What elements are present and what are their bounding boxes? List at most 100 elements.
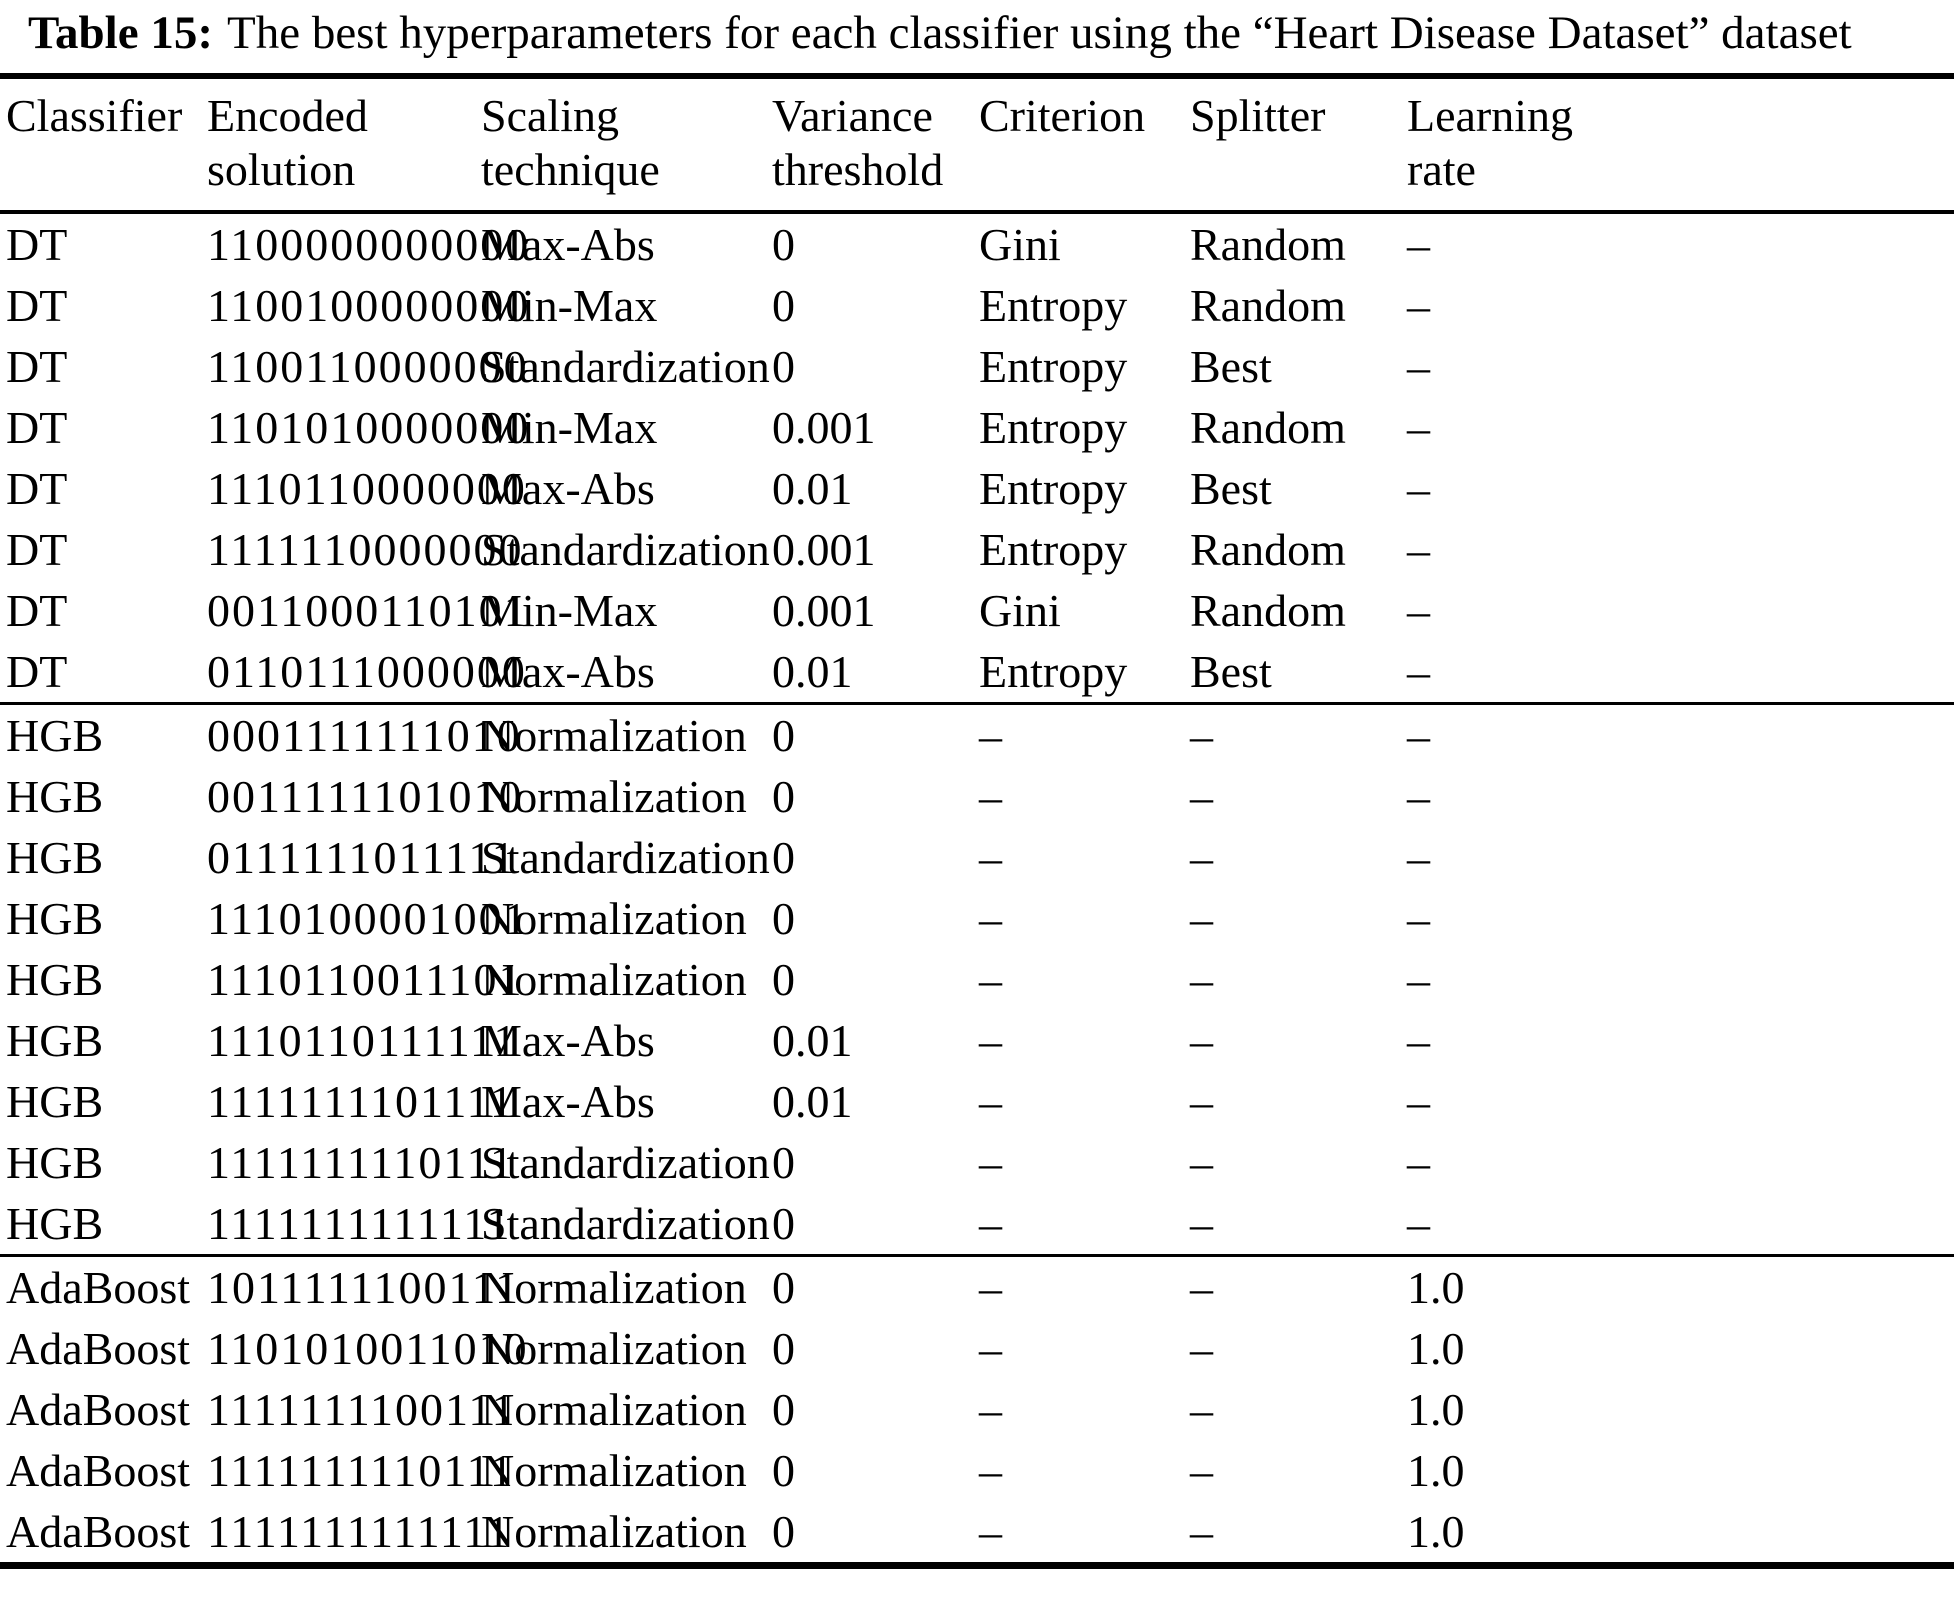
table-row: AdaBoost 1101010011010 Normalization 0 – – 1.0 <box>0 1318 1954 1379</box>
table-row: AdaBoost 1111111100111 Normalization 0 – – 1.0 <box>0 1379 1954 1440</box>
table-row: DT 1100100000000 Min-Max 0 Entropy Random – <box>0 275 1954 336</box>
cell-encoded-solution: 1111111110111 <box>207 1137 515 1189</box>
cell-learning-rate: – <box>1407 893 1430 945</box>
cell-classifier: HGB <box>6 1137 104 1189</box>
header-criterion: Criterion <box>979 76 1190 215</box>
table-row: HGB 0111111011111 Standardization 0 – – – <box>0 827 1954 888</box>
cell-splitter: – <box>1190 1137 1213 1189</box>
cell-variance-threshold: 0 <box>772 1262 795 1314</box>
cell-variance-threshold: 0 <box>772 1198 795 1250</box>
table-row: DT 1111110000000 Standardization 0.001 Entro… <box>0 519 1954 580</box>
cell-classifier: DT <box>6 524 68 576</box>
cell-classifier: DT <box>6 341 68 393</box>
cell-criterion: – <box>979 1076 1002 1128</box>
cell-classifier: HGB <box>6 832 104 884</box>
cell-learning-rate: – <box>1407 1198 1430 1250</box>
cell-variance-threshold: 0 <box>772 1384 795 1436</box>
paper-table: Classifier Encoded solution Scaling tech… <box>0 73 1954 1570</box>
cell-learning-rate: 1.0 <box>1407 1262 1465 1314</box>
table-row: HGB 1110100001001 Normalization 0 – – – <box>0 888 1954 949</box>
cell-classifier: AdaBoost <box>6 1445 190 1497</box>
cell-variance-threshold: 0 <box>772 1506 795 1558</box>
header-learning-rate: Learning rate <box>1407 76 1954 215</box>
table-row: HGB 1110110111111 Max-Abs 0.01 – – – <box>0 1010 1954 1071</box>
cell-learning-rate: – <box>1407 341 1430 393</box>
cell-encoded-solution: 1011111100111 <box>207 1262 521 1314</box>
cell-variance-threshold: 0.01 <box>772 646 853 698</box>
cell-encoded-solution: 1101010011010 <box>207 1323 529 1375</box>
cell-scaling-technique: Normalization <box>481 1506 747 1558</box>
cell-encoded-solution: 1111111101111 <box>207 1076 515 1128</box>
cell-splitter: Random <box>1190 402 1346 454</box>
cell-learning-rate: 1.0 <box>1407 1445 1465 1497</box>
cell-variance-threshold: 0 <box>772 832 795 884</box>
cell-learning-rate: – <box>1407 219 1430 271</box>
cell-criterion: Entropy <box>979 463 1128 515</box>
cell-scaling-technique: Min-Max <box>481 402 658 454</box>
cell-scaling-technique: Standardization <box>481 341 770 393</box>
cell-scaling-technique: Normalization <box>481 771 747 823</box>
cell-criterion: – <box>979 832 1002 884</box>
cell-variance-threshold: 0 <box>772 893 795 945</box>
cell-criterion: – <box>979 1137 1002 1189</box>
table-row: DT 0110111000000 Max-Abs 0.01 Entropy Best – <box>0 641 1954 704</box>
table-row: HGB 1111111101111 Max-Abs 0.01 – – – <box>0 1071 1954 1132</box>
cell-criterion: – <box>979 1198 1002 1250</box>
header-variance-threshold: Variance threshold <box>772 76 979 215</box>
caption-text: The best hyperparameters for each classi… <box>227 7 1852 59</box>
cell-variance-threshold: 0 <box>772 219 795 271</box>
cell-scaling-technique: Normalization <box>481 1384 747 1436</box>
table-row: DT 1100110000000 Standardization 0 Entropy Be… <box>0 336 1954 397</box>
cell-encoded-solution: 1100100000000 <box>207 280 531 332</box>
group-dt: DT 1100000000000 Max-Abs 0 Gini Random – DT 1100… <box>0 212 1954 704</box>
cell-classifier: DT <box>6 463 68 515</box>
cell-criterion: Gini <box>979 585 1061 637</box>
table-row: HGB 1110110011101 Normalization 0 – – – <box>0 949 1954 1010</box>
cell-splitter: Best <box>1190 646 1272 698</box>
cell-encoded-solution: 0001111111010 <box>207 710 522 762</box>
header-encoded-solution: Encoded solution <box>207 76 481 215</box>
header-classifier: Classifier <box>0 76 207 215</box>
cell-encoded-solution: 1101010000000 <box>207 402 531 454</box>
cell-variance-threshold: 0.01 <box>772 1015 853 1067</box>
cell-splitter: – <box>1190 1506 1213 1558</box>
cell-encoded-solution: 0011000110101 <box>207 585 529 637</box>
cell-criterion: – <box>979 1323 1002 1375</box>
cell-scaling-technique: Max-Abs <box>481 463 655 515</box>
cell-scaling-technique: Standardization <box>481 1198 770 1250</box>
cell-encoded-solution: 1100000000000 <box>207 219 531 271</box>
cell-splitter: – <box>1190 1445 1213 1497</box>
caption-label: Table 15: <box>28 7 213 59</box>
cell-encoded-solution: 1110110011101 <box>207 954 524 1006</box>
cell-encoded-solution: 0110111000000 <box>207 646 527 698</box>
cell-learning-rate: – <box>1407 646 1430 698</box>
table-row: DT 1101010000000 Min-Max 0.001 Entropy Random… <box>0 397 1954 458</box>
cell-variance-threshold: 0.01 <box>772 1076 853 1128</box>
cell-scaling-technique: Min-Max <box>481 280 658 332</box>
group-adaboost: AdaBoost 1011111100111 Normalization 0 – – 1.0… <box>0 1255 1954 1566</box>
cell-scaling-technique: Max-Abs <box>481 1076 655 1128</box>
table-row: HGB 1111111111111 Standardization 0 – – – <box>0 1193 1954 1256</box>
cell-learning-rate: – <box>1407 463 1430 515</box>
cell-variance-threshold: 0.001 <box>772 524 876 576</box>
header-row: Classifier Encoded solution Scaling tech… <box>0 76 1954 215</box>
cell-classifier: HGB <box>6 954 104 1006</box>
cell-scaling-technique: Normalization <box>481 954 747 1006</box>
cell-classifier: DT <box>6 646 68 698</box>
cell-criterion: Entropy <box>979 280 1128 332</box>
cell-classifier: AdaBoost <box>6 1323 190 1375</box>
cell-encoded-solution: 1110110111111 <box>207 1015 519 1067</box>
cell-criterion: – <box>979 1262 1002 1314</box>
header-splitter: Splitter <box>1190 76 1407 215</box>
cell-scaling-technique: Normalization <box>481 1323 747 1375</box>
cell-classifier: HGB <box>6 1076 104 1128</box>
cell-scaling-technique: Normalization <box>481 1445 747 1497</box>
cell-criterion: Entropy <box>979 341 1128 393</box>
cell-variance-threshold: 0.001 <box>772 585 876 637</box>
cell-scaling-technique: Normalization <box>481 893 747 945</box>
cell-criterion: – <box>979 893 1002 945</box>
cell-scaling-technique: Max-Abs <box>481 646 655 698</box>
cell-criterion: Entropy <box>979 524 1128 576</box>
table-row: DT 1100000000000 Max-Abs 0 Gini Random – <box>0 212 1954 275</box>
cell-scaling-technique: Standardization <box>481 1137 770 1189</box>
